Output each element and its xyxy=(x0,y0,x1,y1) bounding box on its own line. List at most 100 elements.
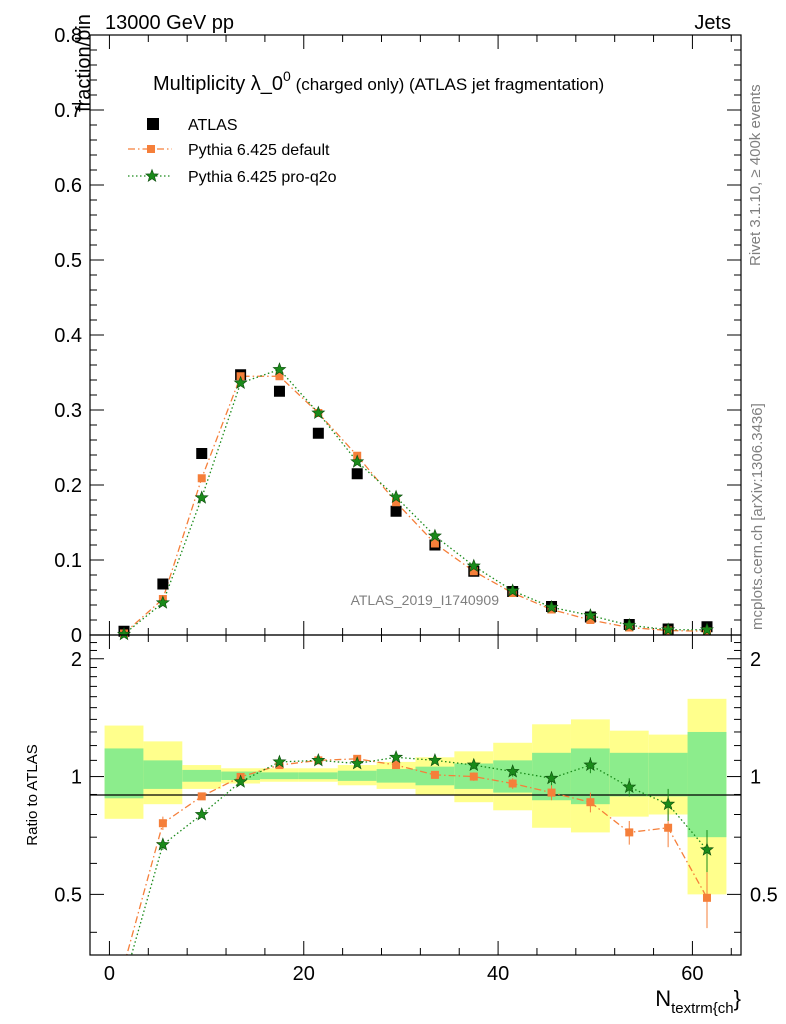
xlabel-close: } xyxy=(734,986,741,1011)
ratio-point-default xyxy=(275,761,284,770)
ratio-xtick-label: 60 xyxy=(681,963,703,985)
uncertainty-band-green xyxy=(376,769,416,783)
data-point-proq2o xyxy=(389,489,404,503)
data-point-proq2o xyxy=(661,622,676,636)
ratio-point-default xyxy=(508,779,517,788)
legend-marker-default xyxy=(147,145,155,153)
ratio-point-proq2o xyxy=(661,796,676,811)
ratio-point-proq2o xyxy=(389,749,404,764)
ratio-panel: 0.5 0.51 12 20 20 40 60 Ratio to ATLAS Ntextrm… xyxy=(24,634,778,1017)
main-ytick-label: 0.3 xyxy=(54,400,82,422)
uncertainty-band-green xyxy=(104,748,144,799)
main-axis-ticks: 0 0.1 0.2 0.3 0.4 0.5 0.6 0.7 0.8 xyxy=(54,25,741,647)
ratio-point-proq2o xyxy=(544,770,559,785)
xlabel-main: N xyxy=(655,986,671,1011)
main-ytick-label: 0.2 xyxy=(54,475,82,497)
data-point-atlas xyxy=(390,505,402,517)
data-point-proq2o xyxy=(622,617,637,632)
ratio-point-proq2o xyxy=(233,774,248,788)
data-point-atlas xyxy=(273,385,285,397)
uncertainty-band-green xyxy=(143,760,183,789)
ratio-point-default xyxy=(547,788,556,797)
ratio-ylabel: Ratio to ATLAS xyxy=(24,744,41,845)
ratio-point-default xyxy=(586,798,595,807)
data-point-default xyxy=(275,372,284,381)
main-ytick-label: 0.6 xyxy=(54,175,82,197)
ratio-point-default xyxy=(702,893,711,902)
ratio-point-proq2o xyxy=(311,753,326,767)
uncertainty-band-green xyxy=(337,770,377,781)
ratio-ytick-label: 2 xyxy=(71,649,82,671)
ratio-point-default xyxy=(392,761,401,770)
data-point-proq2o xyxy=(155,595,170,609)
data-point-proq2o xyxy=(311,405,326,419)
title-rest: (charged only) (ATLAS jet fragmentation) xyxy=(291,75,604,94)
legend-label-proq2o: Pythia 6.425 pro-q2o xyxy=(188,169,337,186)
ratio-point-default xyxy=(664,823,673,832)
data-point-proq2o xyxy=(427,528,442,542)
xlabel-sub: textrm{ch xyxy=(671,1000,734,1017)
legend-marker-atlas xyxy=(147,118,159,130)
ratio-ytick-label-right: 1 xyxy=(750,767,761,789)
ratio-point-default xyxy=(197,792,206,801)
ratio-point-proq2o xyxy=(622,779,637,794)
ratio-axis-ticks: 0.5 0.51 12 20 20 40 60 xyxy=(54,635,778,985)
mcplots-label: mcplots.cern.ch [arXiv:1306.3436] xyxy=(749,403,766,630)
main-panel: 0 0.1 0.2 0.3 0.4 0.5 0.6 0.7 0.8 fraction/bin M… xyxy=(54,14,742,647)
main-ylabel: fraction/bin xyxy=(73,14,95,112)
data-point-proq2o xyxy=(699,622,714,636)
data-point-proq2o xyxy=(505,583,520,597)
data-point-default xyxy=(586,616,595,624)
ratio-xtick-label: 0 xyxy=(104,963,115,985)
ratio-point-default xyxy=(120,961,128,969)
main-ytick-label: 0.8 xyxy=(54,25,82,47)
chart-title: Multiplicity λ_00 (charged only) (ATLAS … xyxy=(153,68,604,95)
data-point-default xyxy=(430,539,439,548)
data-point-proq2o xyxy=(194,490,209,504)
data-point-proq2o xyxy=(350,454,365,468)
ratio-xtick-label: 20 xyxy=(293,963,315,985)
legend-marker-proq2o xyxy=(145,168,159,182)
main-ytick-label: 0.4 xyxy=(54,325,82,347)
uncertainty-band-green xyxy=(260,772,299,780)
ratio-frame xyxy=(89,634,742,956)
data-point-proq2o xyxy=(233,375,248,389)
ratio-point-proq2o xyxy=(427,753,442,767)
ratio-point-default xyxy=(469,772,478,781)
ratio-ytick-label-right: 0.5 xyxy=(750,884,778,906)
main-ytick-label: 0.7 xyxy=(54,100,82,122)
ratio-point-proq2o xyxy=(505,764,520,778)
ratio-point-proq2o xyxy=(194,807,209,821)
legend-label-atlas: ATLAS xyxy=(188,117,238,134)
rivet-label: Rivet 3.1.10, ≥ 400k events xyxy=(747,84,764,266)
data-point-proq2o xyxy=(272,362,287,376)
uncertainty-band-green xyxy=(298,772,338,780)
data-point-default xyxy=(392,498,401,507)
x-axis-label: Ntextrm{ch} xyxy=(655,986,741,1017)
ratio-data-layer xyxy=(120,749,714,969)
ratio-ytick-label-right: 2 xyxy=(750,649,761,671)
series-line-proq2o xyxy=(123,368,707,635)
ratio-point-proq2o xyxy=(350,756,365,770)
data-point-default xyxy=(197,474,206,483)
main-data-layer xyxy=(117,362,714,641)
ratio-line-proq2o xyxy=(130,756,708,955)
ratio-point-default xyxy=(625,828,634,837)
ratio-point-proq2o xyxy=(699,842,714,856)
title-sup: 0 xyxy=(283,68,291,84)
legend: ATLAS Pythia 6.425 default Pythia 6.425 … xyxy=(128,117,337,186)
title-main: Multiplicity λ_0 xyxy=(153,73,283,95)
main-ytick-label: 0 xyxy=(71,625,82,647)
header-right: Jets xyxy=(694,12,731,34)
ratio-point-proq2o xyxy=(272,754,287,768)
ratio-series-group xyxy=(120,749,714,969)
uncertainty-band-green xyxy=(182,769,222,782)
data-point-atlas xyxy=(157,578,169,590)
data-point-proq2o xyxy=(583,608,598,622)
ratio-point-default xyxy=(430,770,439,779)
data-point-default xyxy=(469,567,478,576)
main-ytick-label: 0.5 xyxy=(54,250,82,272)
data-point-atlas xyxy=(312,427,324,439)
ratio-point-proq2o xyxy=(583,757,598,772)
